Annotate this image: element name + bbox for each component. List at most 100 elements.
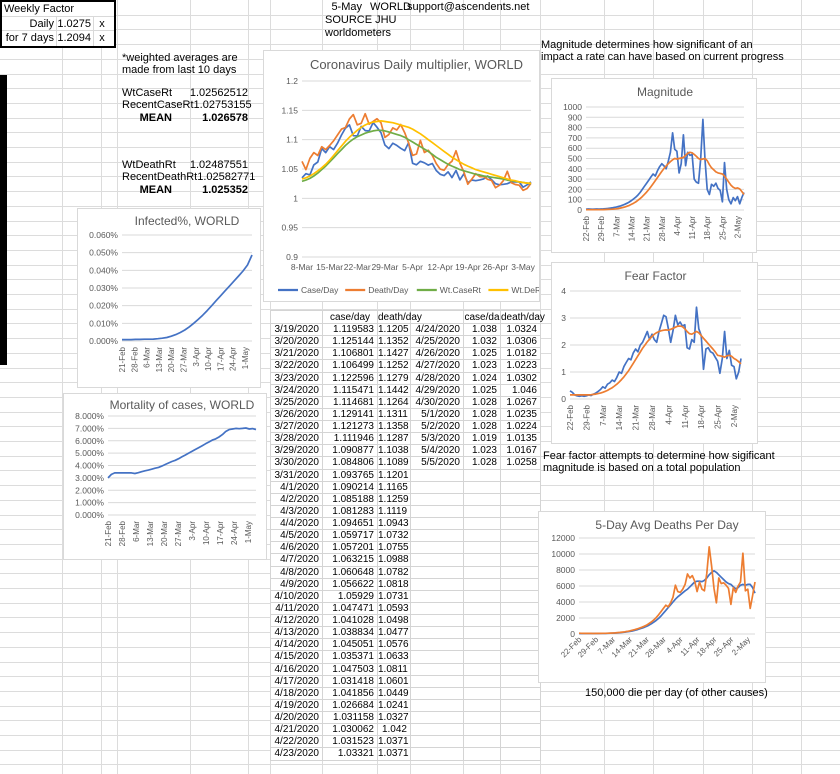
table-cell[interactable] (464, 578, 501, 591)
table-cell[interactable] (411, 530, 464, 543)
table-cell[interactable]: 4/11/2020 (271, 602, 323, 615)
table-cell[interactable] (464, 748, 501, 761)
table-cell[interactable] (501, 712, 541, 725)
table-cell[interactable] (464, 602, 501, 615)
stat-label[interactable]: WtDeathRt (122, 159, 176, 171)
table-cell[interactable] (464, 542, 501, 555)
table-cell[interactable] (464, 663, 501, 676)
table-cell[interactable]: 4/1/2020 (271, 481, 323, 494)
mean-value[interactable]: 1.026578 (202, 111, 248, 124)
weekly-factor-cell[interactable]: for 7 days = (2, 31, 57, 46)
table-cell[interactable]: 4/6/2020 (271, 542, 323, 555)
infected-chart[interactable]: Infected%, WORLD 0.060% 0.050% 0.040% 0.030%… (77, 208, 261, 388)
table-cell[interactable]: 1.1279 (378, 372, 411, 385)
table-cell[interactable]: 1.031418 (323, 675, 378, 688)
mean-label[interactable]: MEAN (139, 111, 172, 124)
table-cell[interactable]: 1.025 (464, 348, 501, 361)
table-cell[interactable] (464, 590, 501, 603)
table-cell[interactable] (464, 712, 501, 725)
table-cell[interactable]: 1.1352 (378, 336, 411, 349)
table-cell[interactable]: 1.0324 (501, 324, 541, 337)
table-cell[interactable]: 1.0731 (378, 590, 411, 603)
table-cell[interactable]: 1.028 (464, 457, 501, 470)
weekly-factor-cell[interactable]: x (99, 32, 105, 45)
stat-label[interactable]: RecentDeathRt (122, 171, 198, 184)
table-cell[interactable]: 1.0943 (378, 518, 411, 531)
table-cell[interactable]: 4/18/2020 (271, 687, 323, 700)
table-cell[interactable]: 1.0782 (378, 566, 411, 579)
table-cell[interactable]: 1.094651 (323, 518, 378, 531)
table-cell[interactable] (411, 469, 464, 482)
table-cell[interactable]: 5/5/2020 (411, 457, 464, 470)
weekly-factor-cell[interactable]: 1.2094 (57, 31, 94, 46)
table-cell[interactable]: 1.1252 (378, 360, 411, 373)
table-cell[interactable] (464, 530, 501, 543)
table-cell[interactable]: 1.047503 (323, 663, 378, 676)
table-cell[interactable]: 1.0755 (378, 542, 411, 555)
table-cell[interactable] (464, 651, 501, 664)
table-cell[interactable]: 1.031158 (323, 712, 378, 725)
table-cell[interactable]: 1.0167 (501, 445, 541, 458)
table-cell[interactable]: 1.121273 (323, 421, 378, 434)
table-cell[interactable]: 1.129141 (323, 408, 378, 421)
table-cell[interactable]: 1.122596 (323, 372, 378, 385)
table-cell[interactable]: 1.0371 (378, 736, 411, 749)
table-cell[interactable]: 1.042 (378, 724, 411, 737)
table-cell[interactable]: 1.028 (464, 408, 501, 421)
table-cell[interactable]: 1.115471 (323, 384, 378, 397)
table-cell[interactable]: 1.119583 (323, 324, 378, 337)
table-cell[interactable] (411, 615, 464, 628)
table-cell[interactable]: 1.0988 (378, 554, 411, 567)
table-cell[interactable]: 4/4/2020 (271, 518, 323, 531)
table-cell[interactable]: 1.090214 (323, 481, 378, 494)
deaths-per-day-chart[interactable]: 5-Day Avg Deaths Per Day 12000 10000 8000 60… (538, 511, 766, 683)
table-cell[interactable]: 1.0241 (378, 699, 411, 712)
table-cell[interactable]: 1.125144 (323, 336, 378, 349)
table-cell[interactable]: 1.023 (464, 360, 501, 373)
table-cell[interactable]: 4/25/2020 (411, 336, 464, 349)
table-cell[interactable] (411, 724, 464, 737)
table-cell[interactable] (501, 651, 541, 664)
table-cell[interactable]: 3/29/2020 (271, 445, 323, 458)
table-cell[interactable] (501, 748, 541, 761)
table-cell[interactable]: 1.035371 (323, 651, 378, 664)
table-cell[interactable]: 3/30/2020 (271, 457, 323, 470)
table-cell[interactable] (464, 736, 501, 749)
table-cell[interactable] (501, 687, 541, 700)
table-cell[interactable] (411, 699, 464, 712)
table-cell[interactable] (411, 578, 464, 591)
table-cell[interactable]: 3/23/2020 (271, 372, 323, 385)
table-cell[interactable]: 1.0224 (501, 421, 541, 434)
table-cell[interactable]: 4/12/2020 (271, 615, 323, 628)
table-cell[interactable]: 3/22/2020 (271, 360, 323, 373)
table-cell[interactable]: 1.1119 (378, 505, 411, 518)
table-cell[interactable]: 4/7/2020 (271, 554, 323, 567)
table-cell[interactable]: 3/27/2020 (271, 421, 323, 434)
table-cell[interactable]: 1.1205 (378, 324, 411, 337)
table-cell[interactable]: 1.106499 (323, 360, 378, 373)
table-cell[interactable] (501, 736, 541, 749)
table-cell[interactable] (501, 663, 541, 676)
weekly-factor-cell[interactable]: x (99, 17, 105, 30)
table-cell[interactable] (501, 530, 541, 543)
table-cell[interactable]: 1.081283 (323, 505, 378, 518)
table-header-cell[interactable]: death/day (378, 311, 422, 324)
table-cell[interactable]: 1.0449 (378, 687, 411, 700)
table-cell[interactable]: 1.0576 (378, 639, 411, 652)
table-cell[interactable] (464, 687, 501, 700)
table-cell[interactable] (501, 627, 541, 640)
fear-factor-chart[interactable]: Fear Factor 4 3 2 1 0 22-Feb 29-Feb 7-Mar 14-Mar 2… (551, 262, 758, 444)
stat-value[interactable]: 1.02487551 (189, 159, 248, 171)
table-cell[interactable]: 5/1/2020 (411, 408, 464, 421)
table-cell[interactable]: 1.090877 (323, 445, 378, 458)
table-cell[interactable]: 1.038 (464, 324, 501, 337)
table-cell[interactable] (501, 675, 541, 688)
table-cell[interactable]: 1.041856 (323, 687, 378, 700)
table-cell[interactable] (501, 724, 541, 737)
table-cell[interactable]: 1.05929 (323, 590, 378, 603)
table-cell[interactable]: 1.0258 (501, 457, 541, 470)
table-cell[interactable]: 1.045051 (323, 639, 378, 652)
table-cell[interactable]: 1.1089 (378, 457, 411, 470)
table-cell[interactable] (501, 615, 541, 628)
mean-label[interactable]: MEAN (139, 183, 172, 196)
